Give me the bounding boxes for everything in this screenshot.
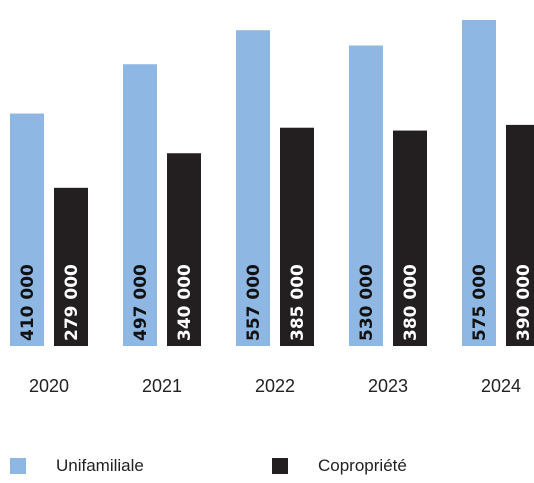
bar-label-unifamiliale-2022: 557 000 — [244, 264, 264, 341]
legend: Unifamiliale Copropriété — [0, 456, 534, 480]
bar-unifamiliale-2024 — [462, 20, 496, 346]
bar-label-unifamiliale-2023: 530 000 — [357, 264, 377, 341]
bar-copropriete-2020 — [54, 187, 88, 346]
bar-copropriete-2022 — [280, 127, 314, 346]
bar-copropriete-2021 — [167, 153, 201, 346]
bar-label-unifamiliale-2024: 575 000 — [470, 264, 490, 341]
bar-unifamiliale-2021 — [123, 64, 157, 347]
legend-swatch-unifamiliale — [10, 458, 26, 474]
x-tick-label-2021: 2021 — [142, 376, 182, 396]
bar-copropriete-2024 — [506, 124, 534, 346]
x-tick-label-2022: 2022 — [255, 376, 295, 396]
bar-unifamiliale-2022 — [236, 30, 270, 346]
legend-item-copropriete: Copropriété — [272, 456, 407, 476]
x-tick-label-2020: 2020 — [29, 376, 69, 396]
bar-label-copropriete-2024: 390 000 — [514, 264, 534, 341]
x-tick-label-2023: 2023 — [368, 376, 408, 396]
bar-label-unifamiliale-2020: 410 000 — [18, 264, 38, 341]
bar-copropriete-2023 — [393, 130, 427, 346]
bar-label-copropriete-2020: 279 000 — [62, 264, 82, 341]
bar-label-unifamiliale-2021: 497 000 — [131, 264, 151, 341]
x-tick-label-2024: 2024 — [481, 376, 521, 396]
bar-label-copropriete-2022: 385 000 — [288, 264, 308, 341]
bars-group: 410 000 279 000 497 000 340 000 557 000 385 0… — [10, 20, 534, 347]
bar-label-copropriete-2021: 340 000 — [175, 264, 195, 341]
legend-label-unifamiliale: Unifamiliale — [56, 456, 144, 475]
bar-label-copropriete-2023: 380 000 — [401, 264, 421, 341]
x-axis-labels: 2020 2021 2022 2023 2024 — [29, 376, 521, 396]
legend-swatch-copropriete — [272, 458, 288, 474]
legend-item-unifamiliale: Unifamiliale — [10, 456, 144, 476]
bar-unifamiliale-2023 — [349, 45, 383, 347]
bar-chart: 410 000 279 000 497 000 340 000 557 000 385 0… — [10, 20, 534, 396]
legend-label-copropriete: Copropriété — [318, 456, 407, 475]
bar-unifamiliale-2020 — [10, 113, 44, 347]
